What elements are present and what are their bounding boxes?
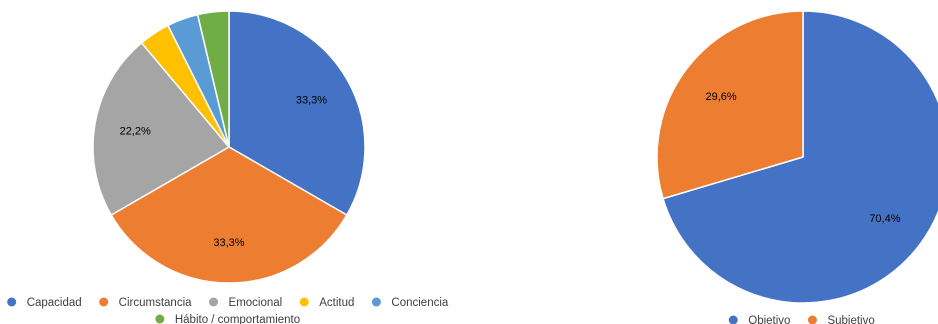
legend-marker-actitud bbox=[299, 297, 309, 307]
data-label-emocional: 22,2% bbox=[120, 125, 151, 137]
legend-item-emocional: Emocional bbox=[209, 297, 282, 309]
pie-slice-circumstancia bbox=[110, 146, 348, 284]
legend-marker-emocional bbox=[209, 297, 219, 307]
legend-label-objetivo: Objetivo bbox=[748, 315, 790, 324]
legend-marker-circumstancia bbox=[99, 297, 109, 307]
legend-label-habito-comportamiento: Hábito / comportamiento bbox=[175, 314, 300, 324]
legend-item-habito-comportamiento: Hábito / comportamiento bbox=[155, 314, 300, 324]
data-label-subjetivo: 29,6% bbox=[705, 91, 736, 103]
legend-label-subjetivo: Subjetivo bbox=[827, 315, 874, 324]
pie-slice-capacidad bbox=[228, 10, 366, 216]
pie-chart-objectivity: 70,4% 29,6% bbox=[656, 10, 938, 304]
legend-marker-capacidad bbox=[7, 297, 17, 307]
legend-item-circumstancia: Circumstancia bbox=[99, 297, 192, 309]
legend-item-objetivo: Objetivo bbox=[728, 315, 790, 324]
legend-marker-habito-comportamiento bbox=[155, 314, 165, 324]
legend-marker-subjetivo bbox=[807, 315, 817, 324]
legend-label-conciencia: Conciencia bbox=[391, 297, 448, 309]
legend-causes: Capacidad Circumstancia Emocional Actitud Co… bbox=[7, 297, 449, 324]
legend-label-emocional: Emocional bbox=[229, 297, 283, 309]
pie-slice-habito-comportamiento bbox=[196, 10, 230, 148]
legend-objectivity: Objetivo Subjetivo bbox=[728, 315, 875, 324]
legend-item-conciencia: Conciencia bbox=[371, 297, 449, 309]
data-label-capacidad: 33,3% bbox=[296, 94, 327, 106]
legend-item-actitud: Actitud bbox=[299, 297, 354, 309]
legend-item-subjetivo: Subjetivo bbox=[807, 315, 875, 324]
pie-chart-causes: 33,3% 33,3% 22,2% bbox=[92, 10, 366, 284]
legend-label-actitud: Actitud bbox=[319, 297, 354, 309]
data-label-objetivo: 70,4% bbox=[869, 213, 900, 225]
pie-slice-emocional bbox=[92, 42, 230, 216]
legend-label-capacidad: Capacidad bbox=[27, 297, 82, 309]
pie-slice-objetivo bbox=[662, 10, 938, 304]
legend-marker-conciencia bbox=[371, 297, 381, 307]
legend-marker-objetivo bbox=[728, 315, 738, 324]
legend-item-capacidad: Capacidad bbox=[7, 297, 82, 309]
pie-slice-subjetivo bbox=[656, 10, 804, 200]
data-label-circumstancia: 33,3% bbox=[213, 237, 244, 249]
legend-label-circumstancia: Circumstancia bbox=[119, 297, 192, 309]
